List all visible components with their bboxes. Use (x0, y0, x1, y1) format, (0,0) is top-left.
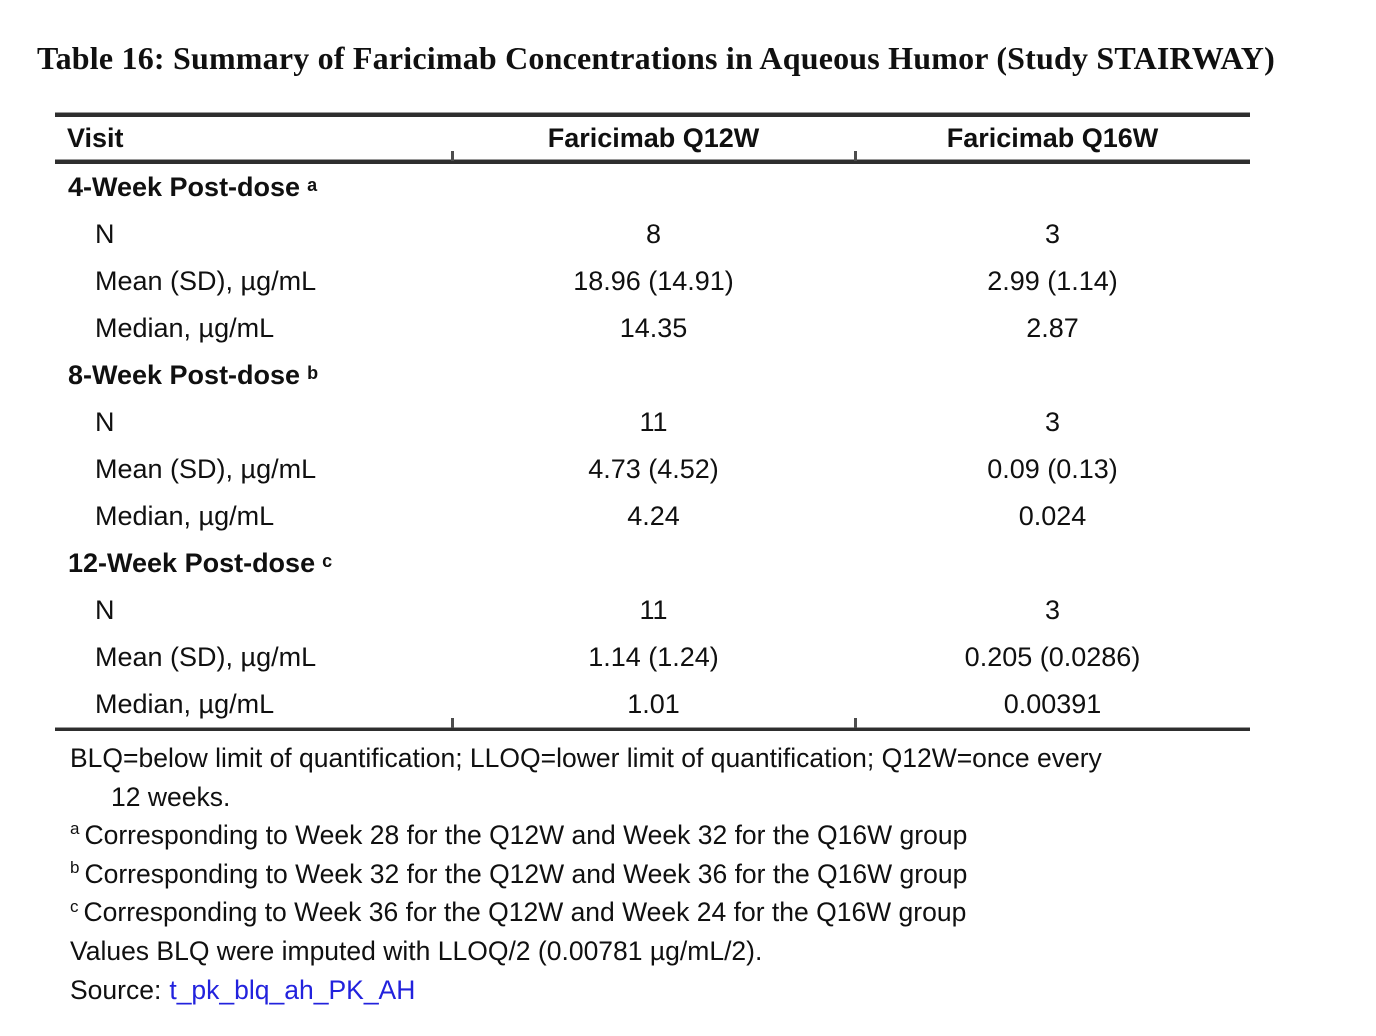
section-label: 4-Week Post-dose (68, 172, 301, 202)
row-label: Mean (SD), µg/mL (95, 266, 317, 296)
section-header-4-week: 4-Week Post-dose a (55, 164, 1250, 211)
source-label: Source: (70, 974, 162, 1005)
cell-q12w: 4.24 (627, 501, 680, 531)
cell-q12w: 14.35 (619, 313, 688, 343)
column-divider-tick (854, 718, 857, 728)
footnote-abbreviations-line2: 12 weeks. (111, 781, 231, 812)
cell-q12w: 18.96 (14.91) (573, 266, 734, 296)
cell-q12w: 1.14 (1.24) (588, 642, 719, 672)
footnote-a: a Corresponding to Week 28 for the Q12W a… (70, 816, 1310, 855)
footnote-b-ref: b (70, 857, 80, 877)
cell-q12w: 4.73 (4.52) (588, 454, 719, 484)
cell-q16w: 0.00391 (1003, 689, 1102, 719)
table-top-rule (55, 113, 1250, 117)
section-label: 12-Week Post-dose (68, 548, 316, 578)
cell-q16w: 0.024 (1018, 501, 1087, 531)
row-label: Mean (SD), µg/mL (95, 454, 317, 484)
footnote-ref-b: b (307, 363, 319, 383)
row-label: Median, µg/mL (95, 689, 275, 719)
source-link[interactable]: t_pk_blq_ah_PK_AH (169, 974, 416, 1005)
summary-table: Visit Faricimab Q12W Faricimab Q16W 4-We… (55, 113, 1250, 731)
table-row: Median, µg/mL 1.01 0.00391 (55, 681, 1250, 728)
table-row: Mean (SD), µg/mL 1.14 (1.24) 0.205 (0.02… (55, 634, 1250, 681)
column-header-visit: Visit (67, 123, 124, 153)
table-row: N 11 3 (55, 399, 1250, 446)
table-row: Mean (SD), µg/mL 4.73 (4.52) 0.09 (0.13) (55, 446, 1250, 493)
cell-q16w: 3 (1044, 595, 1061, 625)
cell-q16w: 3 (1044, 407, 1061, 437)
page-title: Table 16: Summary of Faricimab Concentra… (37, 40, 1275, 76)
cell-q16w: 2.99 (1.14) (987, 266, 1118, 296)
table-row: N 8 3 (55, 211, 1250, 258)
cell-q16w: 0.205 (0.0286) (964, 642, 1141, 672)
footnote-ref-a: a (307, 175, 318, 195)
row-label: N (95, 219, 115, 249)
table-body: 4-Week Post-dose a N 8 3 Mean (SD), µg/mL… (55, 164, 1250, 728)
footnote-c-text: Corresponding to Week 36 for the Q12W an… (83, 897, 967, 928)
column-header-q12w: Faricimab Q12W (547, 123, 760, 153)
footnote-c-ref: c (70, 896, 79, 916)
footnotes-block: BLQ=below limit of quantification; LLOQ=… (70, 739, 1310, 1009)
footnote-b-text: Corresponding to Week 32 for the Q12W an… (84, 858, 968, 889)
header-bottom-rule (55, 151, 1250, 164)
footnote-abbreviations-line1: BLQ=below limit of quantification; LLOQ=… (70, 743, 1102, 773)
source-line: Source: t_pk_blq_ah_PK_AH (70, 971, 1310, 1010)
footnote-c: c Corresponding to Week 36 for the Q12W a… (70, 893, 1310, 932)
table-row: Median, µg/mL 4.24 0.024 (55, 493, 1250, 540)
cell-q12w: 1.01 (627, 689, 680, 719)
footnote-a-text: Corresponding to Week 28 for the Q12W an… (84, 820, 968, 851)
row-label: N (95, 407, 115, 437)
column-divider-tick (854, 151, 857, 161)
table-header-row: Visit Faricimab Q12W Faricimab Q16W (55, 117, 1250, 160)
cell-q16w: 3 (1044, 219, 1061, 249)
row-label: N (95, 595, 115, 625)
row-label: Mean (SD), µg/mL (95, 642, 317, 672)
cell-q16w: 2.87 (1026, 313, 1079, 343)
row-label: Median, µg/mL (95, 313, 275, 343)
table-bottom-rule (55, 718, 1250, 731)
footnote-ref-c: c (322, 551, 333, 571)
footnote-blq-imputation: Values BLQ were imputed with LLOQ/2 (0.0… (70, 935, 763, 966)
column-divider-tick (451, 151, 454, 161)
cell-q16w: 0.09 (0.13) (987, 454, 1118, 484)
table-row: Mean (SD), µg/mL 18.96 (14.91) 2.99 (1.1… (55, 258, 1250, 305)
column-divider-tick (451, 718, 454, 728)
section-header-12-week: 12-Week Post-dose c (55, 540, 1250, 587)
footnote-b: b Corresponding to Week 32 for the Q12W a… (70, 855, 1310, 894)
cell-q12w: 11 (639, 407, 668, 437)
cell-q12w: 11 (639, 595, 668, 625)
section-header-8-week: 8-Week Post-dose b (55, 352, 1250, 399)
table-row: N 11 3 (55, 587, 1250, 634)
cell-q12w: 8 (645, 219, 662, 249)
column-header-q16w: Faricimab Q16W (946, 123, 1159, 153)
row-label: Median, µg/mL (95, 501, 275, 531)
section-label: 8-Week Post-dose (68, 360, 301, 390)
footnote-a-ref: a (70, 819, 80, 839)
table-row: Median, µg/mL 14.35 2.87 (55, 305, 1250, 352)
